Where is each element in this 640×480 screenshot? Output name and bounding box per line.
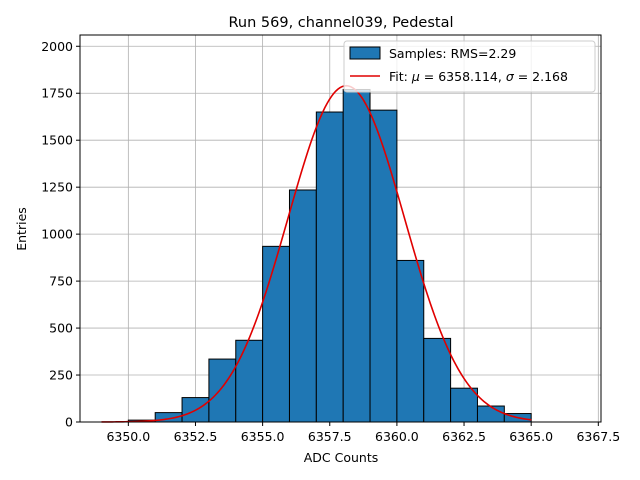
x-tick-label-5: 6362.5 [442, 429, 486, 444]
histogram-bar-7 [315, 111, 344, 423]
histogram-bars [127, 88, 532, 423]
histogram-bar-6 [288, 189, 317, 423]
y-tick-label-7: 1750 [41, 86, 73, 101]
legend-fit-label: Fit: μ = 6358.114, σ = 2.168 [389, 69, 568, 84]
legend-fit-sigma-symbol: σ [506, 69, 515, 84]
legend-box [343, 40, 596, 93]
histogram-bar-3 [208, 358, 237, 423]
x-axis-label: ADC Counts [304, 450, 379, 465]
histogram-bar-11 [423, 337, 452, 423]
x-axis-ticks: 6350.0 6352.5 6355.0 6357.5 6360.0 6362.5 6365… [106, 422, 620, 444]
legend-fit-mu-value: = 6358.114, [420, 69, 506, 84]
y-tick-label-0: 0 [65, 415, 73, 430]
y-tick-label-5: 1250 [41, 180, 73, 195]
x-tick-label-7: 6367.5 [576, 429, 620, 444]
y-tick-label-6: 1500 [41, 133, 73, 148]
histogram-bar-13 [476, 405, 505, 423]
legend-fit-mu-symbol: μ [411, 69, 420, 84]
x-tick-label-6: 6365.0 [509, 429, 553, 444]
y-tick-label-2: 500 [49, 321, 73, 336]
legend: Samples: RMS=2.29 Fit: μ = 6358.114, σ =… [343, 40, 596, 93]
y-axis-ticks: 0 250 500 750 1000 1250 1500 1750 2000 [41, 39, 80, 430]
x-tick-label-0: 6350.0 [106, 429, 150, 444]
x-tick-label-1: 6352.5 [174, 429, 218, 444]
histogram-bar-9 [369, 109, 398, 423]
legend-histogram-label: Samples: RMS=2.29 [389, 46, 516, 61]
x-tick-label-4: 6360.0 [375, 429, 419, 444]
chart-title: Run 569, channel039, Pedestal [228, 15, 453, 31]
y-tick-label-4: 1000 [41, 227, 73, 242]
histogram-bar-8 [342, 88, 371, 423]
legend-histogram-swatch [349, 46, 381, 60]
axes-frame [79, 34, 602, 423]
histogram-bar-5 [262, 245, 290, 423]
histogram-bar-12 [450, 387, 478, 423]
y-tick-label-8: 2000 [41, 39, 73, 54]
x-tick-label-2: 6355.0 [241, 429, 285, 444]
histogram-bar-4 [235, 339, 264, 423]
legend-fit-sigma-value: = 2.168 [514, 69, 568, 84]
legend-fit-prefix: Fit: [389, 69, 412, 84]
y-tick-label-3: 750 [49, 274, 73, 289]
y-tick-label-1: 250 [49, 368, 73, 383]
fit-curve [101, 84, 532, 423]
y-axis-label: Entries [14, 207, 29, 251]
histogram-bar-10 [396, 259, 425, 423]
x-tick-label-3: 6357.5 [308, 429, 352, 444]
